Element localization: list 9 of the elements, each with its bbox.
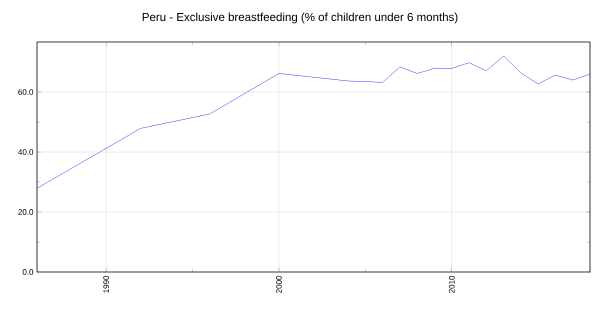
y-tick-label: 40.0 [18,149,34,155]
x-tick-label: 1990 [103,276,109,293]
x-tick-label: 2000 [276,276,282,293]
y-tick-label: 20.0 [18,209,34,215]
y-tick-label: 0.0 [22,269,34,275]
y-tick-label: 60.0 [18,89,34,95]
x-tick-label: 2010 [448,276,455,293]
chart-title: Peru - Exclusive breastfeeding (% of children under 6 months) [142,12,458,24]
line-series [37,56,590,189]
